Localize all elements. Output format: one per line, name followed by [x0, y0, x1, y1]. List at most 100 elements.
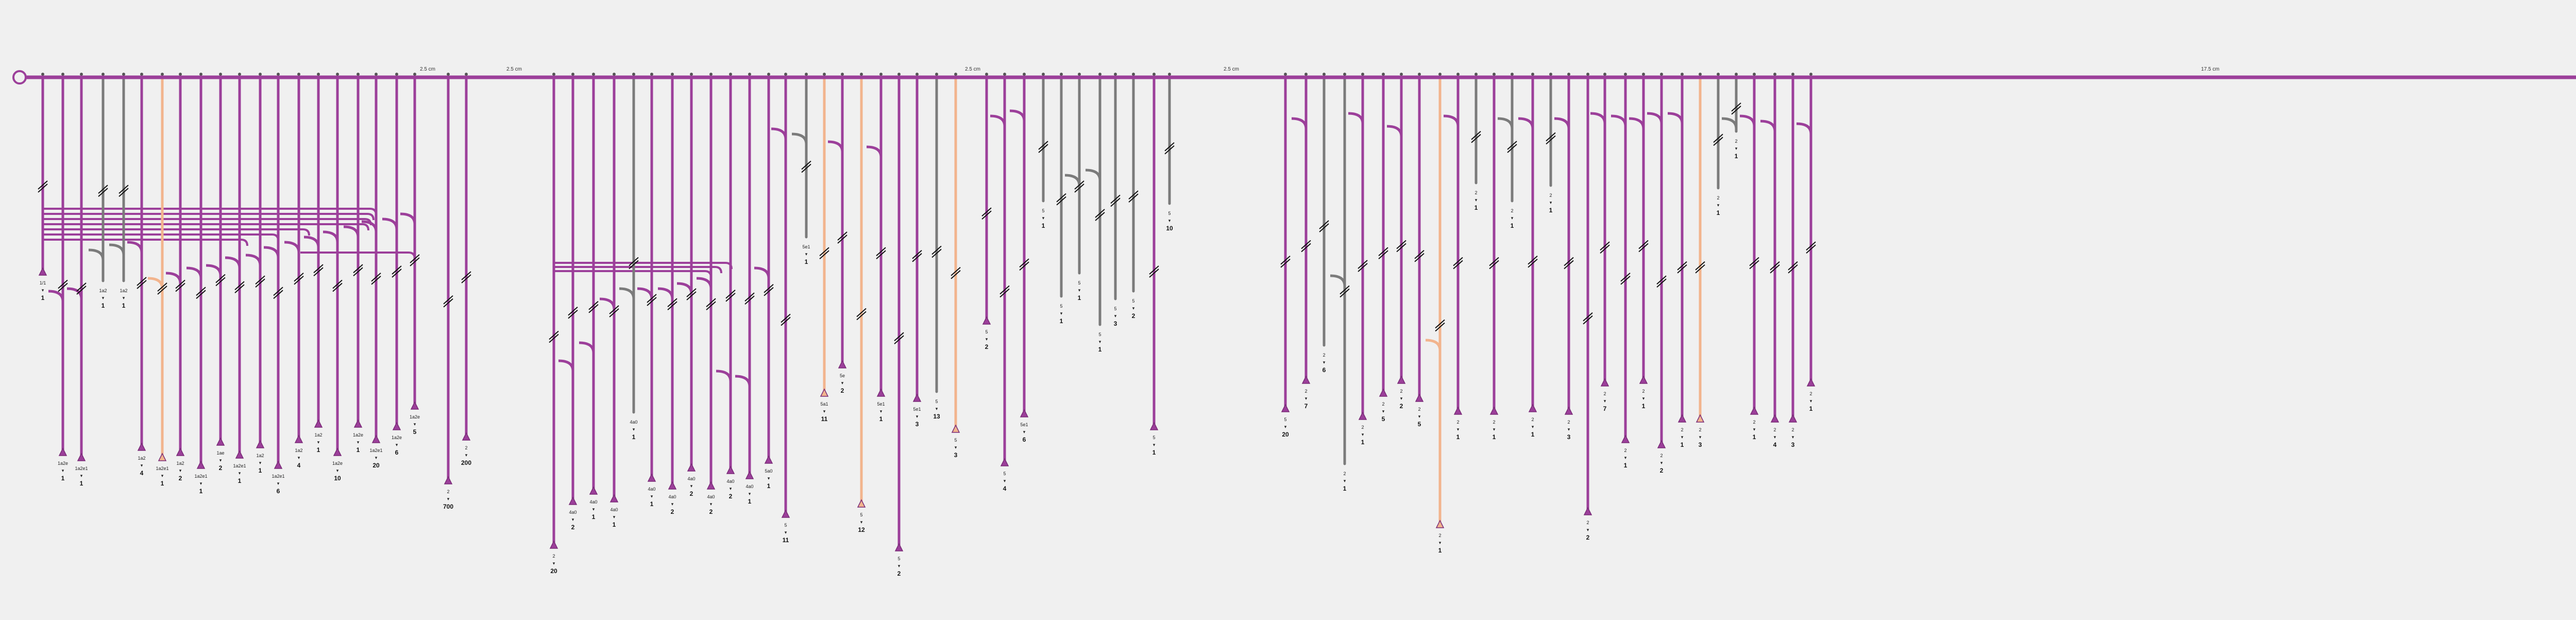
connector-icon[interactable]: [1020, 409, 1029, 417]
drop-12[interactable]: 1a2 ▾ 1: [245, 73, 265, 474]
connector-icon[interactable]: [1435, 520, 1445, 528]
connector-icon[interactable]: [549, 540, 558, 549]
connector-icon[interactable]: [256, 440, 265, 448]
drop-49[interactable]: 5 ▾1: [1056, 73, 1066, 325]
connector-icon[interactable]: [1281, 404, 1290, 412]
connector-icon[interactable]: [444, 476, 453, 484]
drop-23[interactable]: 2 ▾20: [549, 73, 559, 575]
drop-78[interactable]: 2 ▾3: [1695, 73, 1705, 448]
drop-82[interactable]: 2 ▾4: [1760, 73, 1780, 448]
drop-77[interactable]: 2 ▾1: [1667, 73, 1687, 448]
connector-icon[interactable]: [609, 494, 619, 502]
drop-42[interactable]: 5e1 ▾ 3: [912, 73, 922, 428]
connector-icon[interactable]: [1379, 388, 1388, 397]
drop-51[interactable]: 5 ▾ 1: [1085, 73, 1105, 353]
drop-27[interactable]: 4a0 ▾1: [619, 73, 639, 441]
drop-53[interactable]: 5 ▾2: [1128, 73, 1139, 320]
drop-73[interactable]: 2 ▾7: [1590, 73, 1610, 412]
drop-11[interactable]: 1a2e1 ▾1: [225, 73, 246, 484]
connector-icon[interactable]: [876, 388, 886, 397]
drop-36[interactable]: 5e1 ▾1: [791, 73, 811, 265]
connector-icon[interactable]: [1149, 422, 1159, 430]
drop-75[interactable]: 2 ▾ 1: [1629, 73, 1649, 410]
drop-31[interactable]: 4a0 ▾2: [696, 73, 716, 515]
connector-icon[interactable]: [235, 450, 244, 459]
connector-icon[interactable]: [1453, 406, 1463, 415]
drop-33[interactable]: 4a0 ▾ 1: [735, 73, 755, 505]
drop-14[interactable]: 1a2 ▾ 4: [284, 73, 304, 469]
drop-19[interactable]: 1a2e ▾ 6: [382, 73, 402, 456]
drop-16[interactable]: 1a2e ▾ 10: [323, 73, 343, 482]
drop-65[interactable]: 2 ▾1: [1443, 73, 1463, 441]
start-node[interactable]: [12, 70, 27, 85]
connector-icon[interactable]: [568, 496, 578, 505]
connector-icon[interactable]: [894, 543, 904, 551]
drop-44[interactable]: 5 ▾3: [951, 73, 961, 459]
drop-18[interactable]: 1a2e1 ▾ 20: [361, 73, 383, 469]
connector-icon[interactable]: [764, 455, 773, 464]
connector-icon[interactable]: [38, 267, 47, 276]
connector-icon[interactable]: [1583, 507, 1592, 515]
drop-62[interactable]: 2 ▾ 2: [1386, 73, 1406, 410]
drop-68[interactable]: 2 ▾1: [1497, 73, 1517, 229]
connector-icon[interactable]: [58, 447, 67, 456]
drop-54[interactable]: 5 ▾ 1: [1149, 73, 1159, 456]
connector-icon[interactable]: [1600, 378, 1609, 387]
connector-icon[interactable]: [982, 316, 991, 325]
connector-icon[interactable]: [647, 473, 656, 482]
drop-28[interactable]: 4a0 ▾1: [637, 73, 657, 508]
connector-icon[interactable]: [1301, 375, 1311, 384]
drop-15[interactable]: 1a2 ▾1: [303, 73, 324, 454]
connector-icon[interactable]: [1657, 440, 1666, 448]
drop-4[interactable]: 1a2 ▾ 1: [88, 73, 108, 309]
connector-icon[interactable]: [1358, 411, 1367, 420]
drop-79[interactable]: 2 ▾1: [1713, 73, 1723, 216]
drop-46[interactable]: 5 ▾ 4: [990, 73, 1010, 492]
drop-39[interactable]: 5 ▾12: [856, 73, 867, 533]
drop-66[interactable]: 2 ▾1: [1471, 73, 1481, 211]
drop-29[interactable]: 4a0 ▾2: [657, 73, 677, 515]
connector-icon[interactable]: [371, 434, 381, 443]
drop-81[interactable]: 2 ▾1: [1739, 73, 1759, 441]
drop-10[interactable]: 1ae ▾2: [206, 73, 226, 472]
drop-61[interactable]: 2 ▾5: [1378, 73, 1388, 423]
drop-48[interactable]: 5 ▾1: [1038, 73, 1048, 229]
drop-6[interactable]: 1a2 ▾ 4: [127, 73, 147, 477]
connector-icon[interactable]: [781, 509, 790, 518]
connector-icon[interactable]: [216, 437, 225, 446]
drop-21[interactable]: 2 ▾ 700: [443, 73, 453, 510]
drop-25[interactable]: 4a0 ▾1: [579, 73, 599, 521]
connector-icon[interactable]: [77, 453, 86, 461]
connector-icon[interactable]: [820, 388, 829, 397]
drop-55[interactable]: 5 ▾ 10: [1164, 73, 1175, 232]
drop-56[interactable]: 5 ▾ 20: [1280, 73, 1291, 438]
drop-57[interactable]: 2 ▾ 7: [1291, 73, 1311, 410]
drop-83[interactable]: 2 ▾3: [1788, 73, 1798, 448]
connector-icon[interactable]: [1489, 406, 1499, 415]
drop-7[interactable]: 1a2e1 ▾ 1: [147, 73, 169, 487]
drop-3[interactable]: 1a2e1 ▾ 1: [66, 73, 88, 487]
drop-20[interactable]: 1a2e ▾5: [400, 73, 420, 435]
drop-41[interactable]: 5 ▾ 2: [894, 73, 904, 577]
connector-icon[interactable]: [294, 434, 303, 443]
connector-icon[interactable]: [1564, 406, 1573, 415]
connector-icon[interactable]: [392, 422, 401, 430]
connector-icon[interactable]: [333, 447, 342, 456]
drop-35[interactable]: 5 ▾ 11: [771, 73, 791, 544]
connector-icon[interactable]: [687, 463, 696, 472]
connector-icon[interactable]: [353, 419, 363, 428]
connector-icon[interactable]: [912, 393, 922, 402]
drop-40[interactable]: 5e1 ▾1: [866, 73, 886, 423]
connector-icon[interactable]: [1000, 458, 1009, 466]
drop-64[interactable]: 2 ▾ 1: [1425, 73, 1445, 554]
connector-icon[interactable]: [951, 424, 960, 433]
drop-38[interactable]: 5e ▾2: [827, 73, 848, 394]
drop-71[interactable]: 2 ▾3: [1554, 73, 1574, 441]
connector-icon[interactable]: [745, 471, 754, 479]
drop-76[interactable]: 2 ▾ 2: [1647, 73, 1667, 474]
drop-74[interactable]: 2 ▾ 1: [1611, 73, 1631, 469]
drop-8[interactable]: 1a2 ▾ 2: [165, 73, 185, 482]
connector-icon[interactable]: [314, 419, 323, 428]
connector-icon[interactable]: [176, 447, 185, 456]
drop-67[interactable]: 2 ▾1: [1489, 73, 1499, 441]
